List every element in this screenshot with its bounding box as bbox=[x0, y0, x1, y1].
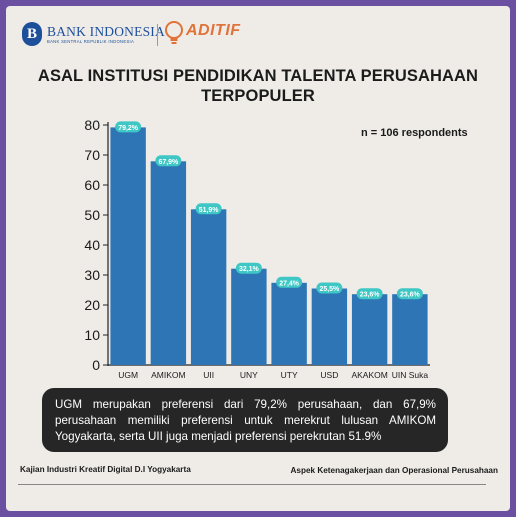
data-label: 67,9% bbox=[158, 159, 179, 166]
data-label: 27,4% bbox=[279, 280, 300, 287]
y-tick-label: 50 bbox=[84, 207, 100, 223]
data-label-pill bbox=[235, 262, 262, 274]
aditif-logo: ADITIF bbox=[163, 20, 241, 46]
bank-indonesia-name: BANK INDONESIA bbox=[47, 23, 165, 39]
data-label-pill bbox=[155, 155, 182, 167]
y-tick-label: 20 bbox=[84, 297, 100, 313]
data-label-pill bbox=[316, 282, 343, 294]
y-tick-label: 70 bbox=[84, 147, 100, 163]
bar-usd bbox=[311, 288, 348, 365]
chart-title: ASAL INSTITUSI PENDIDIKAN TALENTA PERUSA… bbox=[37, 67, 479, 105]
y-tick-label: 40 bbox=[84, 237, 100, 253]
x-tick-label: UIN Suka bbox=[392, 370, 429, 380]
x-tick-label: UNY bbox=[240, 370, 258, 380]
bar-uty bbox=[271, 282, 307, 365]
footer-aspect: Aspek Ketenagakerjaan dan Operasional Pe… bbox=[290, 466, 498, 475]
x-tick-label: USD bbox=[320, 370, 338, 380]
bar-amikom bbox=[150, 161, 187, 365]
aditif-name: ADITIF bbox=[186, 22, 241, 39]
bar-uin-suka bbox=[392, 294, 428, 365]
x-tick-label: UTY bbox=[281, 370, 298, 380]
y-tick-label: 0 bbox=[92, 357, 100, 373]
x-tick-label: AMIKOM bbox=[151, 370, 185, 380]
bar-ugm bbox=[110, 127, 146, 366]
x-tick-label: UGM bbox=[118, 370, 138, 380]
y-tick-label: 60 bbox=[84, 177, 100, 193]
data-label: 51,9% bbox=[199, 207, 220, 214]
data-label-pill bbox=[396, 288, 423, 300]
x-tick-label: UII bbox=[203, 370, 214, 380]
bank-indonesia-subtitle: BANK SENTRAL REPUBLIK INDONESIA bbox=[47, 38, 135, 44]
footer-divider bbox=[18, 484, 486, 485]
data-label-pill bbox=[195, 203, 222, 215]
data-label: 32,1% bbox=[239, 266, 260, 273]
data-label-pill bbox=[115, 121, 142, 133]
respondents-count: n = 106 respondents bbox=[361, 127, 468, 139]
data-label: 23,6% bbox=[400, 292, 421, 299]
y-tick-label: 80 bbox=[84, 117, 100, 133]
data-label: 25,5% bbox=[319, 286, 340, 293]
bar-uii bbox=[190, 209, 227, 365]
footer-study-title: Kajian Industri Kreatif Digital D.I Yogy… bbox=[20, 465, 191, 474]
data-label-pill bbox=[356, 288, 383, 300]
x-tick-label: AKAKOM bbox=[351, 370, 387, 380]
data-label-pill bbox=[276, 276, 303, 288]
lightbulb-icon bbox=[165, 21, 183, 44]
bar-akakom bbox=[351, 294, 388, 365]
data-label: 23,6% bbox=[360, 292, 381, 299]
bar-uny bbox=[231, 268, 267, 365]
bank-indonesia-emblem-icon: B bbox=[22, 22, 42, 46]
data-label: 79,2% bbox=[118, 125, 139, 132]
logo-divider bbox=[157, 24, 158, 46]
bank-indonesia-logo: B BANK INDONESIA BANK SENTRAL REPUBLIK I… bbox=[22, 22, 165, 46]
y-tick-label: 10 bbox=[84, 327, 100, 343]
y-tick-label: 30 bbox=[84, 267, 100, 283]
summary-note: UGM merupakan preferensi dari 79,2% peru… bbox=[42, 388, 448, 452]
